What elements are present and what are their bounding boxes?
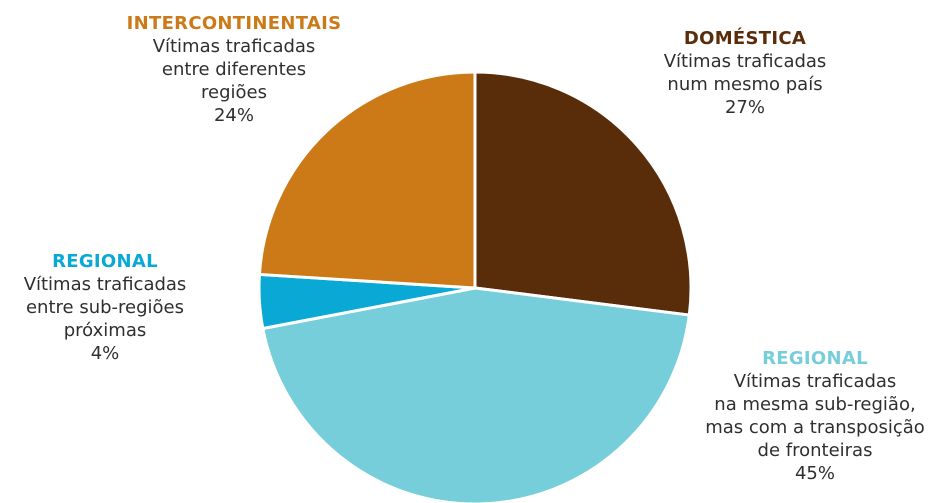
label-heading: INTERCONTINENTAIS — [126, 13, 342, 34]
label-line: Vítimas traficadas — [733, 371, 897, 392]
label-line: Vítimas traficadas — [663, 51, 827, 72]
slice-regional-fronteiras — [261, 286, 691, 503]
label-line: próximas — [63, 320, 147, 341]
label-line: entre diferentes — [161, 59, 307, 80]
label-line: entre sub-regiões — [25, 297, 185, 318]
label-heading: REGIONAL — [52, 251, 158, 272]
label-line: Vítimas traficadas — [152, 36, 316, 57]
label-line: de fronteiras — [757, 440, 873, 461]
label-line: na mesma sub-região, — [714, 394, 916, 415]
label-line: Vítimas traficadas — [23, 274, 187, 295]
label-regional-proximas: REGIONAL Vítimas traficadas entre sub-re… — [0, 250, 210, 365]
label-value: 24% — [213, 105, 254, 126]
label-domestica: DOMÉSTICA Vítimas traficadas num mesmo p… — [630, 27, 860, 119]
label-heading: REGIONAL — [762, 348, 868, 369]
slice-domestica — [473, 70, 693, 317]
label-line: regiões — [201, 82, 267, 103]
pie-slices — [257, 70, 693, 503]
slice-intercontinentais — [257, 70, 477, 290]
label-value: 27% — [724, 97, 765, 118]
label-value: 45% — [794, 463, 835, 484]
label-line: mas com a transposição — [705, 417, 925, 438]
label-regional-fronteiras: REGIONAL Vítimas traficadas na mesma sub… — [686, 347, 944, 485]
label-value: 4% — [90, 343, 120, 364]
label-heading: DOMÉSTICA — [683, 28, 807, 49]
label-line: num mesmo país — [667, 74, 823, 95]
label-intercontinentais: INTERCONTINENTAIS Vítimas traficadas ent… — [98, 12, 370, 127]
